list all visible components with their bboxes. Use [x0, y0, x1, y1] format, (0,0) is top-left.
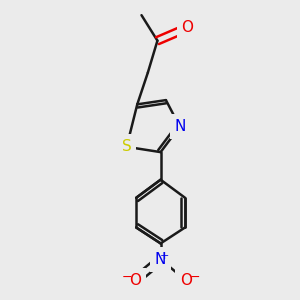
Text: N: N — [174, 119, 185, 134]
Text: O: O — [178, 271, 194, 290]
Text: O: O — [179, 18, 195, 38]
Text: N: N — [155, 252, 166, 267]
Text: N: N — [172, 117, 187, 136]
Text: O: O — [129, 273, 141, 288]
Text: N: N — [153, 250, 168, 269]
Text: +: + — [160, 251, 170, 261]
Text: −: − — [122, 271, 132, 284]
Text: O: O — [128, 271, 143, 290]
Text: −: − — [189, 271, 200, 284]
Text: S: S — [121, 137, 133, 156]
Text: O: O — [181, 20, 193, 35]
Text: O: O — [180, 273, 192, 288]
Text: S: S — [122, 139, 131, 154]
